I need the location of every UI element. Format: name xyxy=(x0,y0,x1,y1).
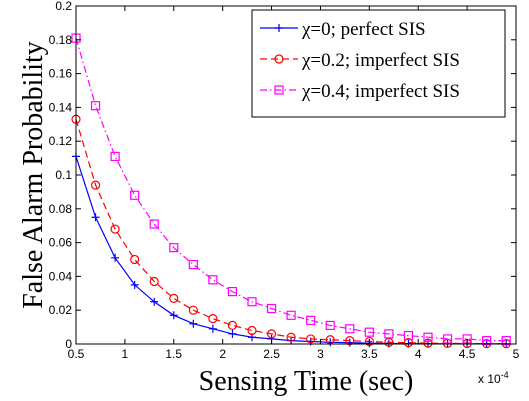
data-point xyxy=(345,338,354,347)
series-line xyxy=(75,37,507,342)
data-point xyxy=(286,332,296,342)
x-tick-label: 2.5 xyxy=(263,347,280,361)
data-point xyxy=(149,276,159,287)
data-point xyxy=(149,219,159,229)
data-point xyxy=(110,224,120,234)
data-point xyxy=(208,314,218,324)
data-point xyxy=(345,324,355,334)
x-tick-label: 2 xyxy=(219,347,226,361)
legend-label: χ=0.4; imperfect SIS xyxy=(301,81,460,102)
data-point xyxy=(169,293,179,303)
data-point xyxy=(423,332,433,342)
data-point xyxy=(188,305,198,315)
data-point xyxy=(91,213,100,222)
y-axis-title: False Alarm Probability xyxy=(18,41,49,309)
x-tick-label: 1 xyxy=(122,347,129,361)
data-point xyxy=(208,324,217,333)
legend-item: χ=0; perfect SIS xyxy=(260,19,426,40)
x-tick-label: 1.5 xyxy=(165,347,182,361)
legend: χ=0; perfect SIS χ=0.2; imperfect SIS χ=0.… xyxy=(251,9,506,118)
data-point xyxy=(130,280,139,289)
data-point xyxy=(169,311,178,320)
series-layer xyxy=(71,33,511,349)
data-point xyxy=(130,254,140,265)
data-point xyxy=(364,327,374,337)
x-axis-exponent-base: x 10 xyxy=(478,372,501,386)
data-point xyxy=(266,303,277,314)
axis-ticks: 0.5 1 1.5 2 2.5 3 3.5 4 4.5 5 0 0.02 0.04 0.06 0.08 0.1… xyxy=(49,0,520,361)
data-point xyxy=(130,190,140,200)
y-tick-label: 0.1 xyxy=(55,168,72,182)
data-point xyxy=(403,338,414,348)
data-point xyxy=(266,329,277,339)
y-tick-label: 0.18 xyxy=(49,33,73,47)
data-point xyxy=(345,336,355,346)
data-point xyxy=(364,336,374,347)
legend-item: χ=0.4; imperfect SIS xyxy=(260,81,460,102)
data-point xyxy=(325,320,335,331)
data-point xyxy=(403,330,414,341)
x-tick-label: 3.5 xyxy=(361,347,378,361)
y-tick-label: 0 xyxy=(65,337,72,351)
data-point xyxy=(306,334,316,344)
data-point xyxy=(169,243,179,253)
data-point xyxy=(90,101,101,111)
legend-marker xyxy=(274,85,284,95)
legend-marker xyxy=(274,54,284,64)
y-tick-label: 0.2 xyxy=(55,0,72,13)
data-point xyxy=(188,259,198,270)
data-point xyxy=(227,320,238,331)
y-tick-label: 0.04 xyxy=(49,269,73,283)
data-point xyxy=(247,325,257,336)
x-axis-exponent: x 10-4 xyxy=(478,370,509,386)
data-point xyxy=(227,287,238,297)
x-tick-label: 3 xyxy=(317,347,324,361)
legend-label: χ=0; perfect SIS xyxy=(301,19,426,40)
legend-label: χ=0.2; imperfect SIS xyxy=(301,50,460,71)
data-point xyxy=(150,297,159,306)
data-point xyxy=(286,310,296,320)
legend-marker xyxy=(275,24,283,32)
x-axis-title: Sensing Time (sec) xyxy=(199,366,414,397)
x-axis-exponent-power: -4 xyxy=(501,370,509,380)
y-tick-label: 0.14 xyxy=(49,100,73,114)
x-tick-label: 4 xyxy=(415,347,422,361)
y-tick-label: 0.02 xyxy=(49,303,73,317)
data-point xyxy=(442,334,453,344)
data-point xyxy=(90,180,101,190)
data-point xyxy=(501,336,511,346)
series-line xyxy=(75,119,507,345)
data-point xyxy=(110,151,120,162)
y-tick-label: 0.12 xyxy=(49,134,73,148)
x-tick-label: 4.5 xyxy=(459,347,476,361)
data-point xyxy=(306,315,316,325)
y-tick-label: 0.08 xyxy=(49,202,73,216)
data-point xyxy=(482,336,492,346)
data-point xyxy=(228,329,237,338)
data-point xyxy=(111,253,120,262)
x-tick-label: 0.5 xyxy=(68,347,85,361)
data-point xyxy=(384,329,394,339)
data-point xyxy=(423,338,433,348)
data-point xyxy=(208,275,218,285)
series-1 xyxy=(71,114,511,349)
y-tick-label: 0.06 xyxy=(49,236,73,250)
data-point xyxy=(189,319,198,328)
x-tick-label: 5 xyxy=(513,347,520,361)
legend-item: χ=0.2; imperfect SIS xyxy=(260,50,460,71)
data-point xyxy=(247,297,257,307)
legend-box xyxy=(251,9,506,118)
y-tick-label: 0.16 xyxy=(49,67,73,81)
